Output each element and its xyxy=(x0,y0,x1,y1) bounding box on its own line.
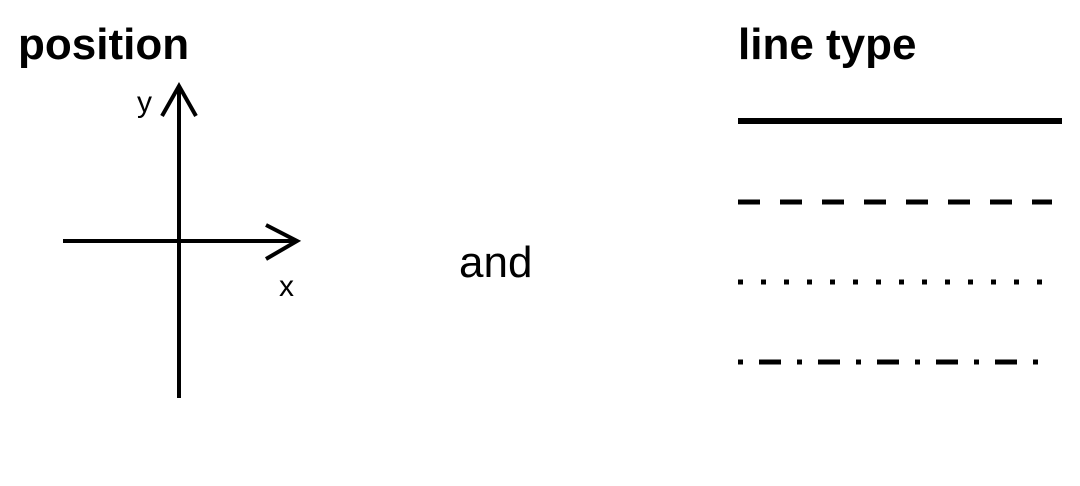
position-heading: position xyxy=(18,20,190,69)
y-axis-label: y xyxy=(137,86,152,119)
line-type-heading: line type xyxy=(738,20,917,69)
x-axis-label: x xyxy=(279,270,294,303)
line-type-samples xyxy=(738,118,1062,365)
connector-text: and xyxy=(459,238,533,287)
coordinate-axes xyxy=(63,81,302,398)
x-axis-arrowhead xyxy=(264,223,302,261)
y-axis-arrowhead xyxy=(160,81,198,117)
